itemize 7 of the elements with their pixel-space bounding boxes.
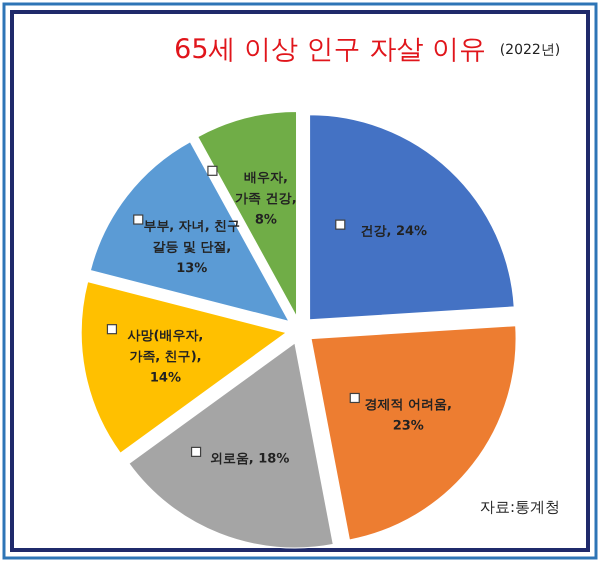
slice-label: 외로움, 18% [210,451,290,466]
slice-label: 건강, 24% [360,224,428,240]
text: 자료:통계청 [480,498,560,516]
slice-label: 경제적 어려움, 23% [364,397,452,434]
slice-label: 사망(배우자, 가족, 친구), 14% [127,328,204,386]
chart-title: 65세 이상 인구 자살 이유 [174,34,486,65]
chart-subtitle: (2022년) [500,42,560,58]
